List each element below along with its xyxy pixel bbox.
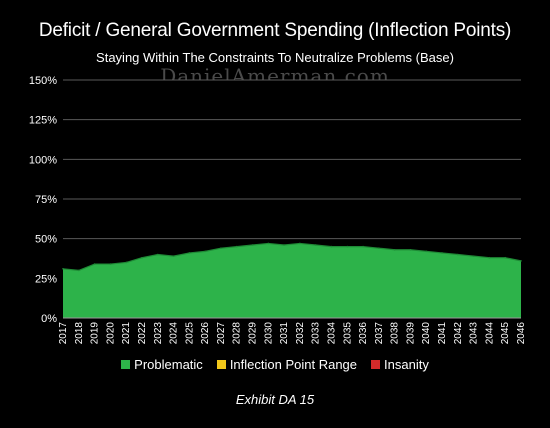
x-tick-label: 2046	[516, 322, 527, 345]
y-tick-label: 0%	[41, 313, 57, 325]
x-tick-label: 2039	[405, 322, 416, 345]
x-tick-label: 2044	[484, 322, 495, 345]
data-point	[457, 253, 459, 256]
y-tick-label: 50%	[35, 234, 57, 246]
legend-label-insanity: Insanity	[384, 357, 429, 372]
data-point	[204, 250, 206, 253]
data-point	[362, 245, 364, 248]
data-point	[188, 252, 191, 254]
data-point	[93, 263, 96, 265]
chart-title: Deficit / General Government Spending (I…	[38, 20, 512, 41]
data-point	[504, 256, 507, 259]
data-point	[472, 255, 475, 257]
x-tick-label: 2028	[232, 322, 243, 345]
data-point	[125, 261, 127, 264]
y-tick-label: 125%	[29, 115, 57, 127]
y-tick-label: 75%	[35, 194, 57, 206]
data-point	[267, 242, 270, 245]
x-tick-label: 2018	[74, 322, 85, 345]
x-tick-label: 2034	[326, 322, 337, 345]
x-tick-label: 2043	[469, 322, 480, 345]
data-point	[441, 252, 443, 254]
exhibit-caption: Exhibit DA 15	[235, 392, 315, 407]
y-tick-label: 25%	[35, 273, 57, 285]
data-point	[251, 244, 254, 246]
data-point	[314, 244, 317, 246]
data-point	[220, 247, 222, 249]
legend-item-inflection-point-range: Inflection Point Range	[216, 357, 358, 372]
x-tick-label: 2027	[216, 322, 227, 345]
series-line-problematic	[62, 242, 522, 272]
data-point	[393, 248, 396, 251]
x-tick-label: 2035	[342, 322, 353, 345]
x-tick-label: 2036	[358, 322, 369, 345]
data-point	[488, 256, 491, 259]
x-tick-label: 2038	[390, 322, 401, 345]
x-tick-label: 2037	[374, 322, 385, 345]
x-tick-label: 2026	[200, 322, 211, 345]
data-point	[172, 255, 175, 257]
legend-swatch-inflection-point-range	[216, 360, 226, 369]
data-point	[378, 247, 380, 249]
chart-subtitle: Staying Within The Constraints To Neutra…	[96, 50, 454, 65]
x-tick-label: 2024	[169, 322, 180, 345]
legend-label-inflection-point-range: Inflection Point Range	[229, 357, 358, 372]
x-tick-label: 2021	[121, 322, 132, 345]
data-point	[346, 245, 349, 248]
legend-label-problematic: Problematic	[134, 357, 203, 372]
data-point	[330, 245, 333, 248]
data-point	[520, 260, 522, 262]
data-point	[283, 244, 285, 246]
legend-item-problematic: Problematic	[121, 357, 203, 372]
data-point	[141, 256, 143, 259]
data-point	[235, 245, 238, 248]
data-point	[156, 253, 159, 256]
legend-swatch-insanity	[371, 360, 381, 369]
data-point	[425, 250, 428, 253]
x-tick-label: 2029	[248, 322, 259, 345]
x-tick-label: 2032	[295, 322, 306, 345]
x-tick-label: 2033	[311, 322, 322, 345]
x-tick-label: 2041	[437, 322, 448, 345]
data-point	[299, 242, 301, 245]
legend-swatch-problematic	[121, 360, 131, 369]
x-tick-label: 2025	[184, 322, 195, 345]
x-tick-label: 2017	[58, 322, 69, 345]
y-tick-label: 150%	[29, 75, 57, 87]
x-tick-label: 2020	[105, 322, 116, 345]
data-point	[77, 269, 80, 272]
x-tick-label: 2019	[90, 322, 101, 345]
legend-item-insanity: Insanity	[371, 357, 429, 372]
x-tick-label: 2022	[137, 322, 148, 345]
x-tick-label: 2030	[263, 322, 274, 345]
data-point	[409, 248, 412, 251]
legend: Problematic Inflection Point Range Insan…	[0, 357, 550, 372]
y-tick-label: 100%	[29, 154, 57, 166]
x-tick-label: 2045	[500, 322, 511, 345]
data-point	[109, 263, 112, 265]
x-tick-label: 2042	[453, 322, 464, 345]
data-point	[62, 268, 64, 270]
x-tick-label: 2040	[421, 322, 432, 345]
x-tick-label: 2031	[279, 322, 290, 345]
series-area-problematic	[63, 243, 521, 318]
x-tick-label: 2023	[153, 322, 164, 345]
